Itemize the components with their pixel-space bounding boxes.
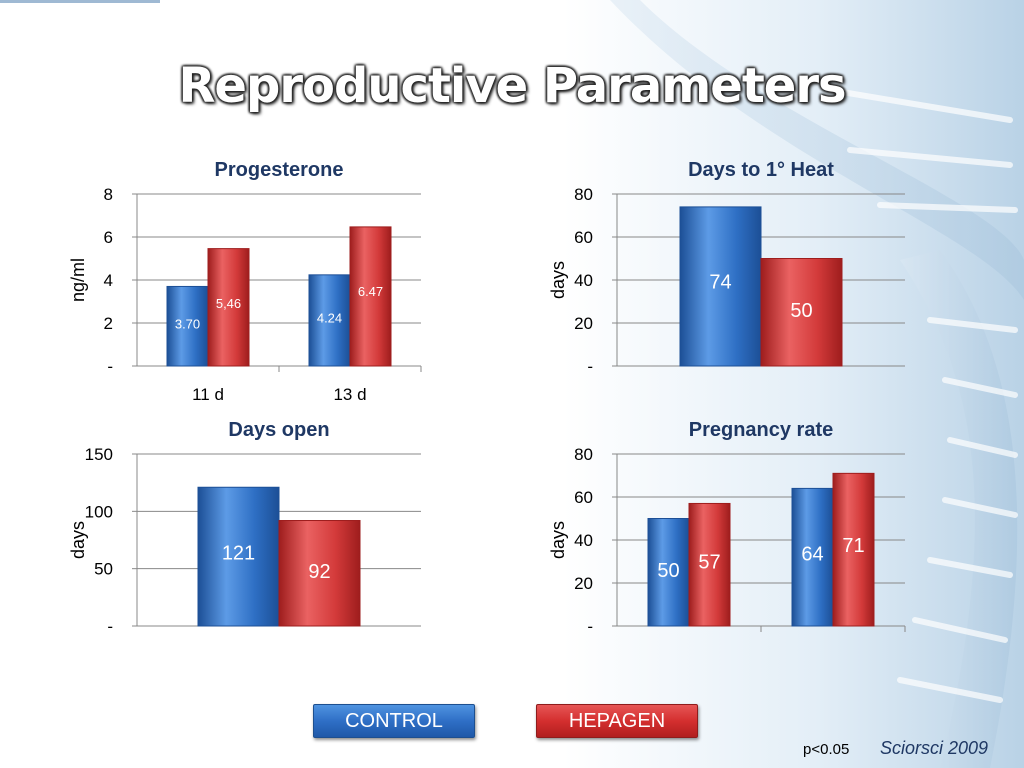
y-axis-label: days (548, 521, 568, 559)
control-value-label: 64 (801, 543, 823, 565)
y-tick-label: 2 (104, 314, 113, 333)
control-bar (197, 486, 280, 627)
hepagen-value-label: 5,46 (216, 296, 241, 311)
y-tick-label: 100 (85, 502, 113, 521)
control-value-label: 50 (657, 560, 679, 582)
y-tick-label: 80 (574, 445, 593, 464)
progesterone-chart: Progesterone - 2 4 6 8 ng/ml 3.70 5,46 11 d 4.24 6.… (60, 158, 440, 408)
hepagen-bar (832, 472, 875, 627)
y-tick-label: 60 (574, 228, 593, 247)
control-bar (166, 285, 209, 367)
y-axis-label: days (548, 261, 568, 299)
pregnancy-rate-chart: Pregnancy rate - 20 40 60 80 days 50 57 64 71 (530, 418, 950, 648)
y-tick-label: 80 (574, 185, 593, 204)
hepagen-value-label: 57 (698, 552, 720, 574)
days-open-chart: Days open - 50 100 150 days 121 92 (40, 418, 440, 648)
slide-title: Reproductive Parameters (178, 58, 846, 114)
y-tick-label: 40 (574, 531, 593, 550)
hepagen-bar (688, 502, 731, 627)
days-open-title: Days open (228, 419, 329, 441)
y-tick-label: - (107, 617, 113, 636)
days-to-first-heat-title: Days to 1° Heat (688, 159, 834, 181)
hepagen-value-label: 71 (842, 535, 864, 557)
control-bar (308, 274, 351, 367)
control-value-label: 3.70 (175, 317, 200, 332)
y-tick-label: 8 (104, 185, 113, 204)
control-bar (647, 518, 690, 627)
control-value-label: 121 (222, 543, 255, 565)
source-citation: Sciorsci 2009 (880, 738, 989, 758)
hepagen-bar (349, 226, 392, 367)
y-tick-label: 60 (574, 488, 593, 507)
pregnancy-rate-title: Pregnancy rate (689, 419, 834, 441)
y-tick-label: - (107, 357, 113, 376)
days-to-first-heat-svg: Days to 1° Heat - 20 40 60 80 days 74 50 (548, 159, 905, 376)
legend-control: CONTROL (313, 704, 475, 738)
y-tick-label: 6 (104, 228, 113, 247)
days-to-first-heat-chart: Days to 1° Heat - 20 40 60 80 days 74 50 (530, 158, 950, 388)
y-tick-label: 40 (574, 271, 593, 290)
y-tick-label: 150 (85, 445, 113, 464)
hepagen-value-label: 6.47 (358, 284, 383, 299)
control-bar (679, 206, 762, 367)
progesterone-svg: Progesterone - 2 4 6 8 ng/ml 3.70 5,46 11 d 4.24 6.… (68, 159, 422, 404)
control-value-label: 74 (709, 271, 731, 293)
days-open-svg: Days open - 50 100 150 days 121 92 (68, 419, 421, 636)
x-category-label: 11 d (192, 385, 224, 404)
y-tick-label: 20 (574, 574, 593, 593)
control-value-label: 4.24 (317, 310, 342, 325)
progesterone-title: Progesterone (215, 159, 344, 181)
y-tick-label: - (587, 617, 593, 636)
hepagen-bar (207, 248, 250, 367)
y-axis-label: days (68, 521, 88, 559)
y-axis-label: ng/ml (68, 258, 88, 302)
x-category-label: 13 d (333, 385, 366, 404)
y-tick-label: 50 (94, 560, 113, 579)
hepagen-bar (760, 258, 843, 367)
y-tick-label: - (587, 357, 593, 376)
hepagen-value-label: 50 (790, 300, 812, 322)
significance-note: p<0.05 (803, 741, 850, 758)
hepagen-bar (278, 520, 361, 627)
y-tick-label: 4 (104, 271, 113, 290)
control-bar (791, 487, 834, 627)
y-tick-label: 20 (574, 314, 593, 333)
pregnancy-rate-svg: Pregnancy rate - 20 40 60 80 days 50 57 64 71 (548, 419, 906, 636)
hepagen-value-label: 92 (308, 561, 330, 583)
legend-hepagen: HEPAGEN (536, 704, 698, 738)
